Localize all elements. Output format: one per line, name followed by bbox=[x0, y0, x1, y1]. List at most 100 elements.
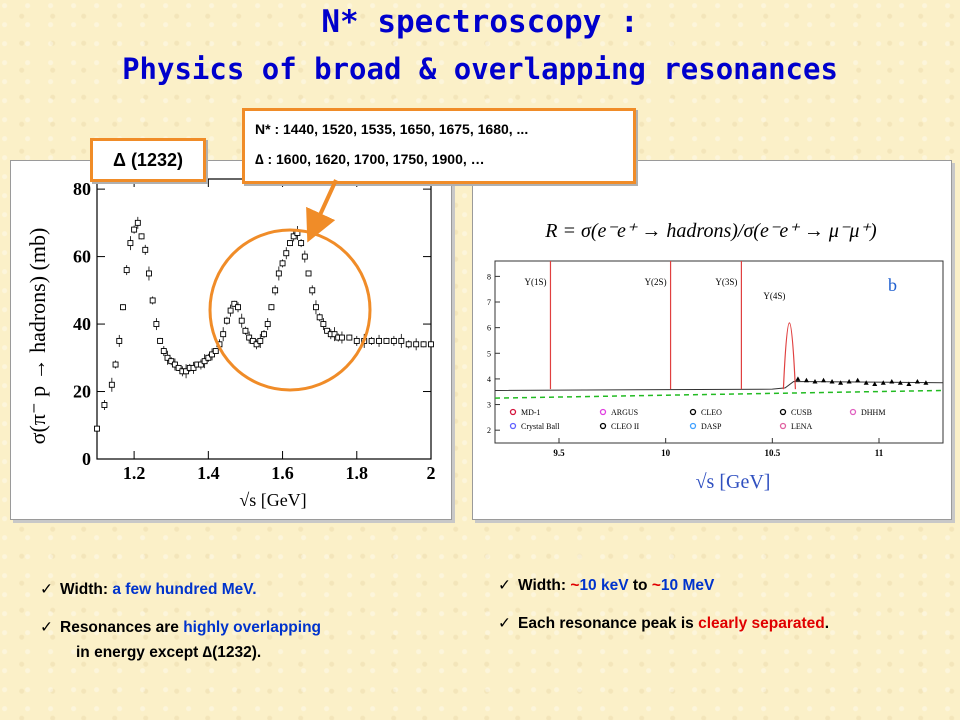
data-point bbox=[846, 378, 852, 384]
data-point bbox=[201, 358, 208, 365]
data-point bbox=[108, 381, 115, 388]
legend-marker bbox=[689, 422, 697, 430]
checkmark-icon: ✓ bbox=[40, 580, 53, 598]
legend-marker bbox=[599, 422, 607, 430]
data-point bbox=[235, 304, 241, 311]
data-point bbox=[164, 354, 171, 361]
legend-label: CUSB bbox=[791, 408, 812, 417]
plot-frame bbox=[96, 178, 432, 460]
data-point bbox=[123, 267, 130, 274]
bullet-end: . bbox=[824, 615, 830, 632]
data-point bbox=[346, 334, 353, 341]
bullet-highlight: highly overlapping bbox=[183, 619, 322, 636]
data-point bbox=[261, 331, 267, 338]
data-point bbox=[238, 317, 245, 324]
peak-label: Υ(4S) bbox=[763, 291, 785, 301]
data-point bbox=[829, 378, 835, 384]
data-point bbox=[101, 402, 108, 408]
legend-marker bbox=[599, 408, 607, 416]
data-point bbox=[138, 233, 145, 240]
y-tick-label: 60 bbox=[73, 247, 91, 267]
data-point bbox=[361, 337, 368, 344]
x-tick-label: 1.8 bbox=[346, 463, 369, 483]
data-point bbox=[872, 381, 878, 387]
data-point bbox=[160, 348, 167, 354]
legend-label: Crystal Ball bbox=[521, 422, 560, 431]
data-point bbox=[353, 337, 360, 344]
data-point bbox=[157, 337, 164, 344]
bullet-prefix: Each resonance peak is bbox=[518, 615, 699, 632]
data-point bbox=[338, 334, 345, 341]
data-point bbox=[368, 337, 375, 344]
data-point bbox=[168, 358, 175, 365]
data-point bbox=[316, 314, 323, 321]
cross-section-chart-panel: 1.2 1.4 1.6 1.8 2 0 20 40 60 80 σ(π⁻ p → hadrons)… bbox=[10, 160, 452, 520]
bullet-highlight: clearly separated bbox=[698, 615, 825, 632]
data-point bbox=[320, 321, 327, 328]
data-point bbox=[149, 297, 156, 304]
data-point bbox=[298, 240, 305, 247]
x-tick-label: 1.2 bbox=[123, 463, 146, 483]
data-point bbox=[142, 246, 149, 253]
legend-marker bbox=[509, 408, 517, 416]
data-point bbox=[275, 270, 282, 277]
data-point bbox=[134, 219, 141, 226]
data-point bbox=[120, 304, 126, 311]
bullet-highlight: a few hundred MeV. bbox=[112, 581, 257, 598]
nstar-list-callout: N* : 1440, 1520, 1535, 1650, 1675, 1680,… bbox=[242, 108, 636, 184]
left-bullet-overlap: ✓ Resonances are highly overlapping bbox=[40, 618, 321, 637]
r-ratio-chart-panel: R = σ(e⁻e⁺ → hadrons)/σ(e⁻e⁺ → μ⁻μ⁺) 2 3 4… bbox=[472, 160, 952, 520]
bullet-mid: to bbox=[628, 577, 652, 594]
x-tick-label: 9.5 bbox=[553, 448, 565, 458]
data-point bbox=[190, 364, 197, 371]
x-tick-label: 1.4 bbox=[197, 463, 220, 483]
data-point bbox=[294, 230, 301, 236]
data-point bbox=[146, 270, 152, 277]
tilde: ~ bbox=[651, 577, 661, 594]
data-point bbox=[863, 380, 869, 385]
data-point bbox=[305, 270, 312, 277]
slide-title-line2: Physics of broad & overlapping resonance… bbox=[122, 52, 838, 86]
y-tick-label: 5 bbox=[487, 349, 491, 358]
checkmark-icon: ✓ bbox=[498, 576, 511, 594]
y-tick-label: 20 bbox=[73, 382, 91, 402]
panel-label-b: b bbox=[888, 275, 897, 295]
data-point bbox=[795, 376, 801, 381]
data-point bbox=[923, 380, 929, 385]
data-point bbox=[94, 425, 100, 432]
data-point bbox=[171, 361, 178, 368]
x-axis-label: √s [GeV] bbox=[696, 471, 771, 493]
tilde: ~ bbox=[570, 577, 580, 594]
nstar-list: N* : 1440, 1520, 1535, 1650, 1675, 1680,… bbox=[255, 121, 529, 137]
data-point bbox=[906, 381, 912, 387]
continuum-line bbox=[494, 380, 944, 391]
y-tick-label: 40 bbox=[73, 314, 91, 334]
data-point bbox=[914, 378, 920, 384]
bullet-text: in energy except bbox=[76, 644, 203, 661]
delta-1232-callout: Δ (1232) bbox=[90, 138, 206, 182]
legend-label: CLEO bbox=[701, 408, 722, 417]
data-point bbox=[112, 361, 119, 368]
y-tick-label: 3 bbox=[487, 401, 491, 410]
r-ratio-chart: R = σ(e⁻e⁺ → hadrons)/σ(e⁻e⁺ → μ⁻μ⁺) 2 3 4… bbox=[487, 220, 944, 493]
legend-label: MD-1 bbox=[521, 408, 541, 417]
y-tick-label: 6 bbox=[487, 324, 491, 333]
data-point bbox=[283, 250, 290, 257]
delta-list-values: : 1600, 1620, 1700, 1750, 1900, … bbox=[263, 151, 485, 167]
continuum-baseline bbox=[494, 389, 944, 399]
delta-symbol: ∆ bbox=[202, 644, 213, 661]
x-tick-label: 10 bbox=[661, 448, 671, 458]
y-axis-label: σ(π⁻ p → hadrons) (mb) bbox=[25, 228, 50, 445]
y-tick-label: 7 bbox=[487, 298, 491, 307]
data-point bbox=[257, 337, 264, 344]
delta-list: ∆ : 1600, 1620, 1700, 1750, 1900, … bbox=[255, 151, 485, 167]
y-tick-label: 80 bbox=[73, 179, 91, 199]
data-point bbox=[376, 337, 382, 344]
legend-marker bbox=[779, 408, 787, 416]
data-point bbox=[220, 331, 227, 338]
legend-label: ARGUS bbox=[611, 408, 638, 417]
data-point bbox=[855, 377, 861, 383]
data-point bbox=[216, 341, 223, 348]
data-point bbox=[264, 321, 271, 328]
